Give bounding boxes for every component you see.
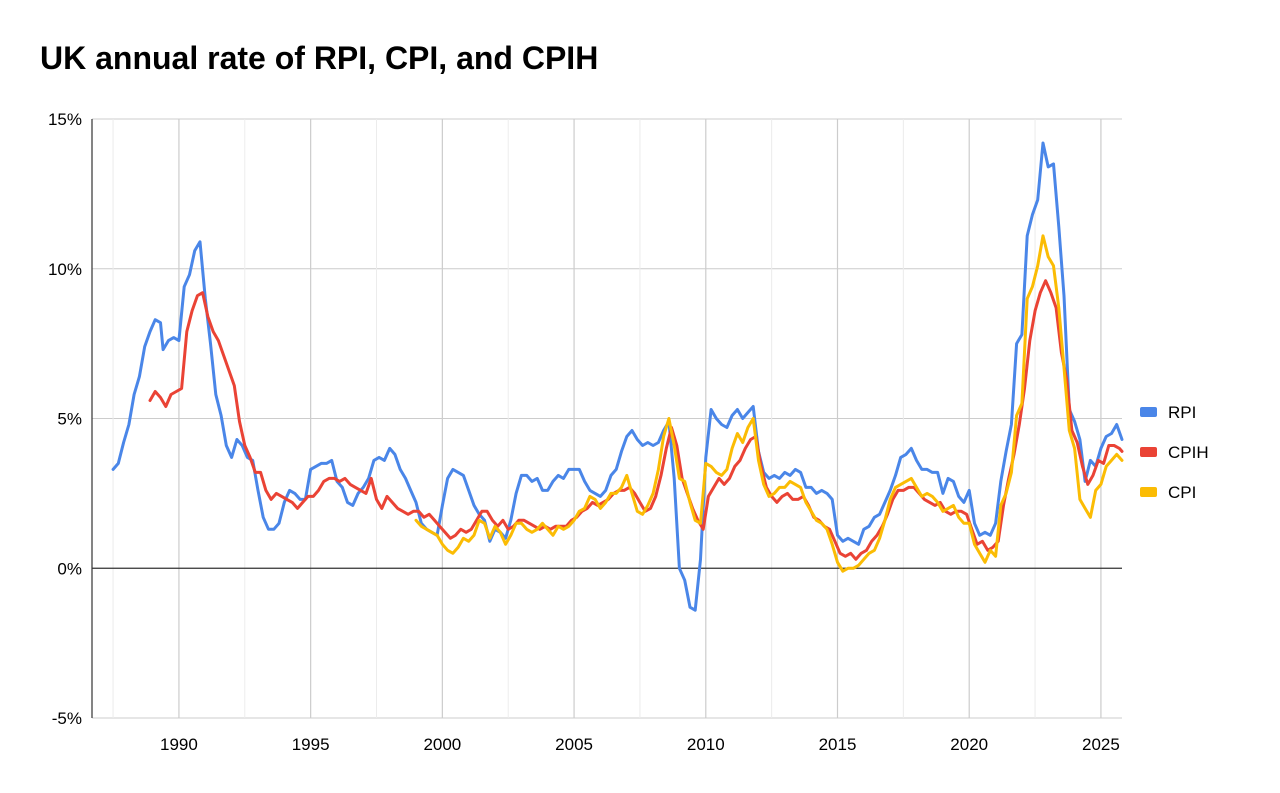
y-tick-label: -5% [52, 709, 82, 728]
y-tick-label: 15% [48, 110, 82, 129]
x-tick-label: 2000 [423, 735, 461, 754]
legend-label-cpi: CPI [1168, 483, 1196, 502]
series-line-cpi [414, 234, 1124, 573]
y-tick-label: 10% [48, 260, 82, 279]
x-tick-label: 2025 [1082, 735, 1120, 754]
axes: -5% 0% 5% 10% 15% 1990 1995 2000 2005 2010 2015 202… [48, 110, 1122, 754]
series-line-rpi [111, 141, 1124, 612]
legend-swatch-cpi [1140, 487, 1157, 497]
series-line-cpih [148, 279, 1124, 561]
legend-label-rpi: RPI [1168, 403, 1196, 422]
x-tick-label: 2015 [819, 735, 857, 754]
y-tick-label: 0% [57, 559, 82, 578]
legend: RPI CPIH CPI [1140, 403, 1209, 502]
series-lines [111, 141, 1124, 612]
x-tick-label: 2020 [950, 735, 988, 754]
chart-title: UK annual rate of RPI, CPI, and CPIH [40, 40, 599, 76]
legend-label-cpih: CPIH [1168, 443, 1209, 462]
x-tick-label: 2010 [687, 735, 725, 754]
legend-swatch-rpi [1140, 407, 1157, 417]
gridlines [92, 118, 1122, 719]
x-tick-label: 1995 [292, 735, 330, 754]
x-tick-label: 1990 [160, 735, 198, 754]
x-tick-label: 2005 [555, 735, 593, 754]
legend-swatch-cpih [1140, 447, 1157, 457]
y-tick-label: 5% [57, 410, 82, 429]
